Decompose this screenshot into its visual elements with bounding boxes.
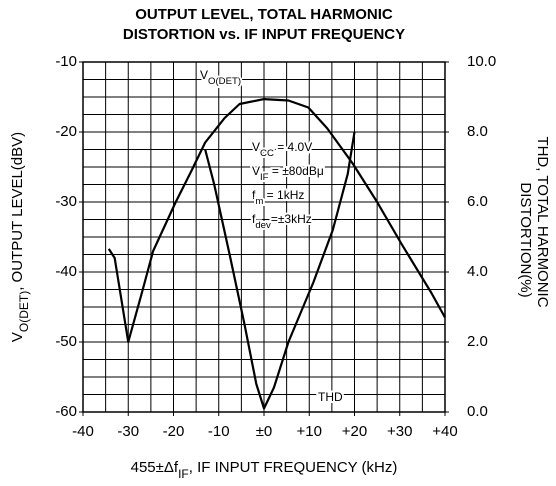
annotation-part: O(DET) <box>208 76 241 87</box>
x-tick-label: +30 <box>387 423 412 440</box>
x-tick-label: -30 <box>117 423 139 440</box>
x-tick-label: +20 <box>342 423 367 440</box>
annotation-part: = ±80dBμ <box>269 164 324 178</box>
y-axis-label-part: , OUTPUT LEVEL(dBV) <box>9 132 26 291</box>
y-axis-label-part: O(DET) <box>17 291 31 332</box>
annotation-part: dev <box>255 220 271 231</box>
x-tick-label: +10 <box>297 423 322 440</box>
annotation: THD <box>318 390 343 404</box>
y2-tick-label: 10.0 <box>467 53 496 70</box>
x-tick-label: +40 <box>432 423 457 440</box>
annotation-part: f <box>252 188 256 202</box>
y2-tick-label: 0.0 <box>467 403 488 420</box>
x-tick-label: -40 <box>72 423 94 440</box>
annotation-part: V <box>252 164 260 178</box>
annotation-part: = 4.0V <box>274 140 312 154</box>
annotation: VO(DET) <box>200 68 241 87</box>
annotation: fdev=±3kHz <box>252 212 312 231</box>
y2-tick-label: 8.0 <box>467 123 488 140</box>
data-line <box>107 98 446 344</box>
x-tick-label: -10 <box>208 423 230 440</box>
annotation: VCC = 4.0V <box>252 140 312 159</box>
annotation-part: m <box>255 196 263 207</box>
data-line <box>204 131 356 410</box>
x-axis-label: 455±ΔfIF, IF INPUT FREQUENCY (kHz) <box>131 459 398 481</box>
annotation: VIF = ±80dBμ <box>252 164 324 183</box>
y-tick-label: -10 <box>55 53 77 70</box>
y-axis-label-part: V <box>9 332 26 342</box>
x-tick-label: ±0 <box>256 423 273 440</box>
chart-title: OUTPUT LEVEL, TOTAL HARMONIC <box>135 6 393 23</box>
x-axis-label-part: 455±Δf <box>131 459 179 476</box>
y-axis-label: VO(DET), OUTPUT LEVEL(dBV) <box>9 132 31 342</box>
y2-axis-label: THD, TOTAL HARMONIC <box>534 136 551 307</box>
y2-axis-label: DISTORTION(%) <box>517 182 534 297</box>
y-tick-label: -60 <box>55 403 77 420</box>
y2-tick-label: 2.0 <box>467 333 488 350</box>
x-axis-label-part: , IF INPUT FREQUENCY (kHz) <box>189 459 398 476</box>
annotation-part: f <box>252 212 256 226</box>
chart-title: DISTORTION vs. IF INPUT FREQUENCY <box>123 26 405 43</box>
annotation-part: = 1kHz <box>263 188 304 202</box>
y2-tick-label: 6.0 <box>467 193 488 210</box>
annotation-part: =±3kHz <box>271 212 312 226</box>
annotation-part: V <box>200 68 208 82</box>
annotation-part: IF <box>260 172 269 183</box>
y-tick-label: -20 <box>55 123 77 140</box>
annotation: fm = 1kHz <box>252 188 304 207</box>
x-axis-label-part: IF <box>178 467 189 481</box>
x-tick-label: -20 <box>163 423 185 440</box>
annotation-part: CC <box>260 148 274 159</box>
y-tick-label: -50 <box>55 333 77 350</box>
y2-tick-label: 4.0 <box>467 263 488 280</box>
y-tick-label: -30 <box>55 193 77 210</box>
annotation-part: V <box>252 140 260 154</box>
y-tick-label: -40 <box>55 263 77 280</box>
annotation-part: THD <box>318 390 343 404</box>
